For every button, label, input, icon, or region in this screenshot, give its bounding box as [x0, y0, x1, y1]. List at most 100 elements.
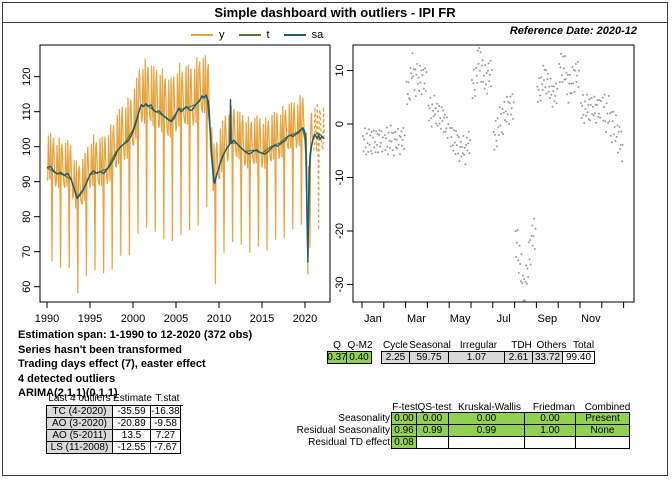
si-ratio-dot — [545, 69, 547, 72]
seasonality-row: Seasonality 0.00 0.00 0.00 0.00 Present — [302, 412, 635, 425]
si-ratio-dot — [432, 109, 434, 112]
total-header: Total — [572, 340, 595, 351]
decomposition-stats-values: 2.25 59.75 1.07 2.61 33.72 99.40 — [381, 351, 600, 364]
si-ratio-dot — [369, 134, 372, 137]
si-ratio-dot — [440, 106, 443, 109]
si-ratio-dot — [422, 68, 425, 71]
info-transformation: Series hasn't been transformed — [18, 343, 183, 356]
seasonal-value: 59.75 — [409, 351, 449, 364]
si-ratio-dot — [612, 110, 615, 113]
si-ratio-dot — [587, 103, 590, 106]
si-ratio-dot — [375, 143, 378, 146]
si-ratio-dot — [486, 92, 489, 95]
q-m2-header: Q-M2 — [347, 340, 373, 351]
si-ratio-dot — [549, 96, 551, 99]
si-ratio-dot — [553, 85, 555, 88]
info-outliers-count: 4 detected outliers — [18, 372, 116, 385]
si-ratio-dot — [413, 89, 416, 92]
legend-label-sa: sa — [311, 28, 324, 41]
si-ratio-dot — [394, 130, 397, 133]
row-label: Seasonality — [338, 413, 390, 424]
si-ratio-dot — [589, 103, 592, 106]
si-ratio-dot — [484, 83, 487, 86]
si-ratio-dot — [442, 131, 445, 134]
si-ratio-dot — [480, 64, 483, 67]
svg-text:2005: 2005 — [164, 313, 188, 325]
si-ratio-dot — [596, 99, 599, 102]
si-ratio-dot — [605, 102, 608, 105]
si-ratio-dot — [483, 87, 486, 90]
si-ratio-dot — [545, 92, 548, 95]
si-ratio-dot — [529, 239, 532, 242]
si-ratio-dot — [468, 152, 471, 155]
si-ratio-dot — [377, 151, 380, 154]
si-ratio-dot — [411, 52, 414, 55]
residual-seasonality-row: Residual Seasonality 0.96 0.99 0.99 1.00… — [297, 424, 635, 437]
seasonal-factor-line — [494, 106, 513, 140]
si-ratio-dot — [609, 112, 611, 115]
si-ratio-dot — [403, 134, 406, 137]
cycle-value: 2.25 — [381, 351, 410, 364]
si-ratio-dot — [390, 140, 393, 143]
svg-text:2010: 2010 — [207, 313, 231, 325]
si-ratio-dot — [518, 244, 521, 247]
si-ratio-dot — [564, 78, 567, 81]
si-ratio-dot — [482, 74, 485, 77]
si-ratio-dot — [480, 80, 483, 83]
others-value: 33.72 — [532, 351, 563, 364]
si-ratio-dot — [523, 299, 526, 302]
si-ratio-dot — [388, 139, 391, 142]
si-ratio-dot — [562, 55, 565, 58]
si-ratio-dot — [433, 94, 436, 97]
si-ratio-dot — [399, 153, 401, 156]
si-ratio-dot — [593, 95, 596, 98]
si-ratio-dot — [420, 93, 423, 96]
si-ratio-dot — [580, 116, 583, 119]
decomposition-stats-table: Cycle Seasonal Irregular TDH Others Tota… — [381, 340, 600, 364]
svg-text:-10: -10 — [334, 170, 346, 186]
row-label: Residual TD effect — [308, 437, 390, 448]
si-ratio-dot — [505, 120, 508, 123]
outlier-tstat: -7.67 — [150, 441, 181, 454]
q-value: 0.37 — [327, 351, 347, 364]
si-ratio-dot — [488, 73, 491, 76]
si-ratio-dot — [517, 271, 520, 274]
si-ratio-dot — [472, 82, 475, 85]
si-ratio-dot — [610, 111, 613, 114]
si-ratio-dot — [560, 74, 563, 77]
si-ratio-dot — [478, 47, 481, 49]
si-ratio-dot — [500, 131, 503, 134]
si-ratio-dot — [469, 139, 472, 142]
si-ratio-dot — [375, 130, 378, 132]
si-ratio-dot — [410, 77, 413, 79]
si-ratio-dot — [384, 149, 387, 152]
si-ratio-dot — [474, 66, 477, 69]
si-ratio-dot — [515, 241, 518, 244]
si-ratio-dot — [488, 80, 491, 83]
si-ratio-dot — [521, 282, 524, 284]
si-ratio-dot — [573, 91, 576, 93]
si-ratio-dot — [414, 68, 417, 71]
si-ratio-dot — [461, 152, 464, 155]
si-ratio-dot — [550, 93, 553, 96]
si-ratio-dot — [543, 79, 545, 81]
si-ratio-dot — [479, 51, 482, 54]
si-ratio-dot — [423, 82, 426, 85]
svg-text:10: 10 — [334, 64, 346, 76]
series-y-observed — [46, 54, 314, 294]
si-ratio-dot — [586, 111, 589, 114]
outliers-header-estimate: Estimate — [113, 393, 152, 404]
si-ratio-dot — [366, 142, 369, 145]
si-ratio-dot — [437, 110, 440, 113]
si-ratio-dot — [548, 85, 551, 88]
si-ratio-dot — [367, 150, 370, 153]
si-ratio-dot — [454, 153, 457, 156]
si-ratio-dot — [595, 121, 598, 124]
si-ratio-dot — [377, 133, 380, 136]
si-ratio-dot — [449, 127, 452, 129]
si-ratio-dot — [467, 130, 470, 133]
si-ratio-dot — [602, 119, 605, 122]
seasonal-factor-line — [581, 106, 600, 112]
si-ratio-dot — [597, 115, 600, 118]
si-ratio-dot — [494, 119, 497, 122]
